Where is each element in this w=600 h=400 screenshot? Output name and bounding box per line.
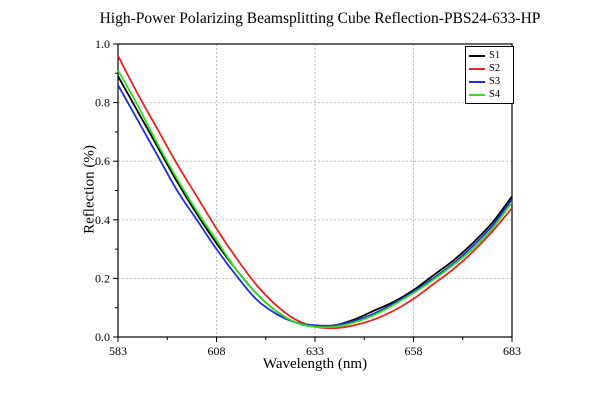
x-tick-label: 658 bbox=[405, 344, 423, 358]
x-tick-label: 683 bbox=[503, 344, 521, 358]
legend-swatch bbox=[469, 54, 485, 57]
series-line-s3 bbox=[117, 84, 513, 327]
y-tick-label: 0.4 bbox=[95, 213, 110, 227]
y-tick-label: 1.0 bbox=[95, 37, 110, 51]
axes bbox=[113, 43, 513, 342]
y-axis-label: Reflection (%) bbox=[81, 145, 98, 234]
y-tick-label: 0.6 bbox=[95, 154, 110, 168]
legend-label: S3 bbox=[489, 76, 501, 87]
legend-swatch bbox=[469, 80, 485, 83]
y-tick-label: 0.2 bbox=[95, 271, 110, 285]
y-tick-label: 0.0 bbox=[95, 330, 110, 344]
x-axis-label: Wavelength (nm) bbox=[262, 356, 368, 372]
series-lines bbox=[117, 55, 513, 330]
chart-title: High-Power Polarizing Beamsplitting Cube… bbox=[99, 10, 541, 27]
series-line-s4 bbox=[117, 69, 513, 329]
x-tick-label: 583 bbox=[109, 344, 127, 358]
legend: S1 S2 S3 S4 bbox=[465, 46, 514, 104]
x-tick-label: 633 bbox=[306, 344, 324, 358]
legend-swatch bbox=[469, 67, 485, 70]
legend-label: S2 bbox=[489, 63, 501, 74]
x-tick-label: 608 bbox=[208, 344, 226, 358]
tick-labels: 583 608 633 658 683 0.0 0.2 0.4 0.6 0.8 1.0 bbox=[95, 37, 521, 358]
grid bbox=[118, 44, 512, 337]
legend-item-s1: S1 bbox=[469, 49, 513, 62]
legend-item-s3: S3 bbox=[469, 75, 513, 88]
legend-swatch bbox=[469, 93, 485, 96]
legend-label: S4 bbox=[489, 89, 501, 100]
y-tick-label: 0.8 bbox=[95, 96, 110, 110]
legend-item-s4: S4 bbox=[469, 88, 513, 101]
legend-label: S1 bbox=[489, 50, 501, 61]
legend-item-s2: S2 bbox=[469, 62, 513, 75]
